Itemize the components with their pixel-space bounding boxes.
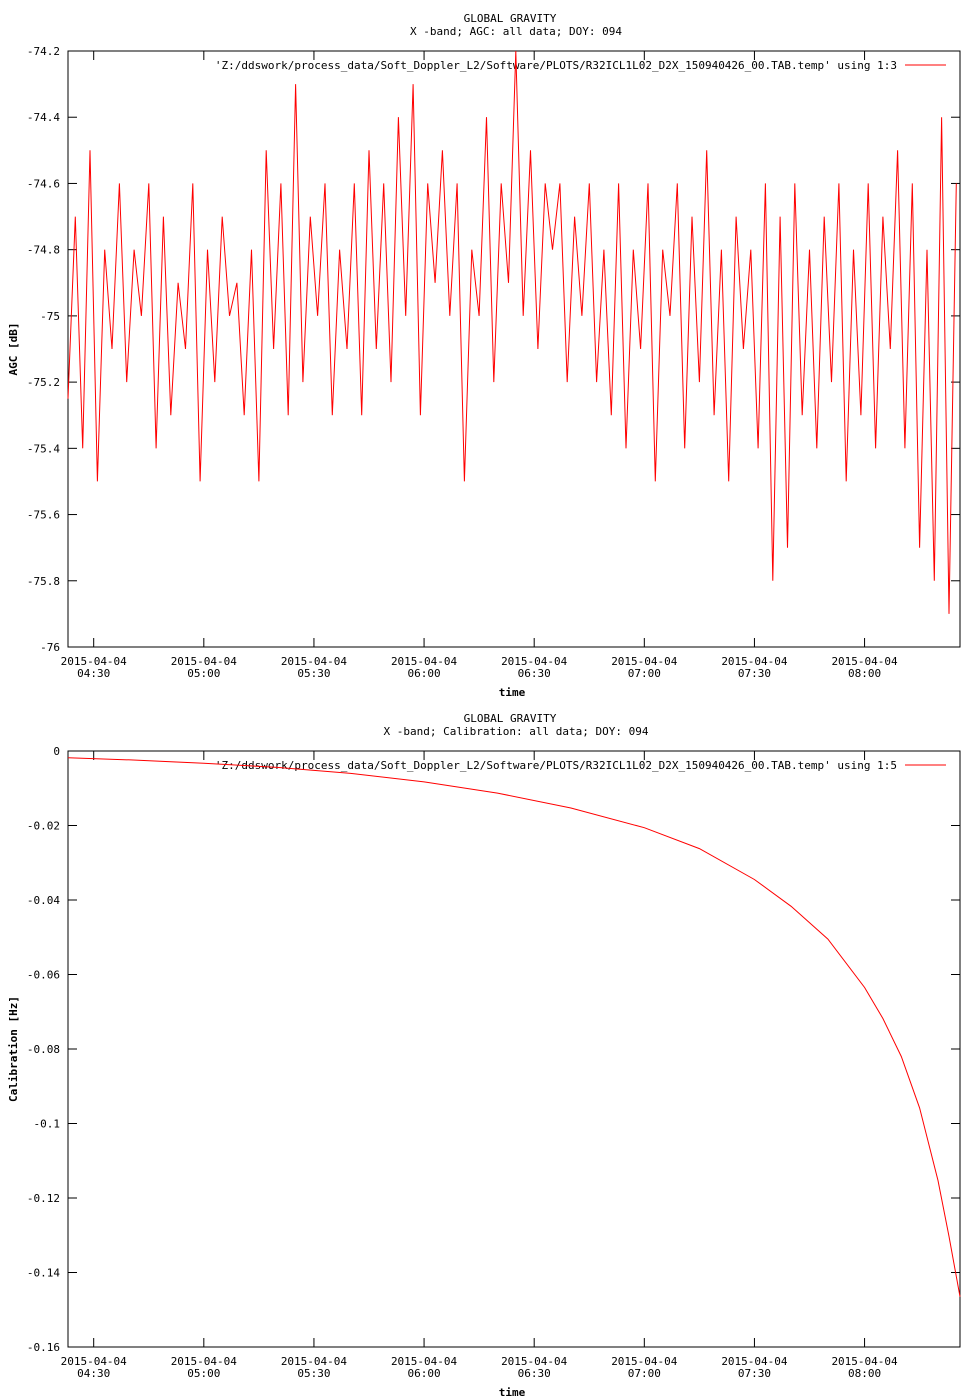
calibration-legend-label: 'Z:/ddswork/process_data/Soft_Doppler_L2… (215, 759, 897, 772)
agc-legend: 'Z:/ddswork/process_data/Soft_Doppler_L2… (215, 59, 946, 72)
agc-y-tick-label: -74.8 (27, 244, 60, 257)
agc-x-tick-date: 2015-04-04 (61, 655, 128, 668)
calibration-x-tick-date: 2015-04-04 (831, 1355, 898, 1368)
agc-y-tick-label: -76 (40, 641, 60, 654)
agc-x-tick-time: 07:30 (738, 667, 771, 680)
calibration-y-tick-label: -0.12 (27, 1192, 60, 1205)
agc-x-tick-time: 07:00 (628, 667, 661, 680)
calibration-x-tick-date: 2015-04-04 (61, 1355, 128, 1368)
agc-x-axis-label: time (499, 686, 526, 699)
agc-y-tick-label: -75.8 (27, 575, 60, 588)
calibration-chart-subtitle: X -band; Calibration: all data; DOY: 094 (384, 725, 649, 738)
calibration-series-line (67, 757, 961, 1297)
calibration-chart-title: GLOBAL GRAVITY (464, 712, 557, 725)
agc-x-tick-date: 2015-04-04 (391, 655, 458, 668)
agc-y-tick-label: -75 (40, 310, 60, 323)
calibration-y-tick-label: -0.08 (27, 1043, 60, 1056)
agc-y-tick-label: -75.4 (27, 442, 60, 455)
agc-y-tick-label: -74.6 (27, 177, 60, 190)
agc-y-tick-label: -75.6 (27, 509, 60, 522)
calibration-x-tick-date: 2015-04-04 (391, 1355, 458, 1368)
calibration-y-tick-label: -0.02 (27, 820, 60, 833)
calibration-x-axis-label: time (499, 1386, 526, 1399)
calibration-y-ticks: 0 -0.02 -0.04 -0.06 -0.08 -0.1 -0.12 -0.14 -0.16 (27, 745, 960, 1354)
agc-y-axis-label: AGC [dB] (7, 323, 20, 376)
calibration-x-tick-time: 06:30 (518, 1367, 551, 1380)
agc-y-tick-label: -75.2 (27, 376, 60, 389)
agc-x-tick-time: 06:30 (518, 667, 551, 680)
calibration-x-tick-date: 2015-04-04 (611, 1355, 678, 1368)
calibration-x-tick-time: 06:00 (408, 1367, 441, 1380)
calibration-y-tick-label: -0.14 (27, 1267, 60, 1280)
agc-series-line (67, 50, 957, 614)
calibration-chart: GLOBAL GRAVITY X -band; Calibration: all… (7, 712, 961, 1399)
calibration-y-tick-label: 0 (53, 745, 60, 758)
agc-x-tick-time: 06:00 (408, 667, 441, 680)
calibration-y-tick-label: -0.1 (34, 1118, 61, 1131)
calibration-x-tick-time: 07:30 (738, 1367, 771, 1380)
agc-x-tick-date: 2015-04-04 (721, 655, 788, 668)
calibration-x-tick-time: 05:30 (297, 1367, 330, 1380)
calibration-x-tick-date: 2015-04-04 (501, 1355, 568, 1368)
agc-x-tick-date: 2015-04-04 (171, 655, 238, 668)
agc-x-tick-date: 2015-04-04 (611, 655, 678, 668)
agc-x-tick-time: 05:30 (297, 667, 330, 680)
agc-x-tick-time: 08:00 (848, 667, 881, 680)
calibration-x-tick-date: 2015-04-04 (721, 1355, 788, 1368)
agc-x-tick-date: 2015-04-04 (831, 655, 898, 668)
calibration-x-tick-time: 04:30 (77, 1367, 110, 1380)
agc-legend-label: 'Z:/ddswork/process_data/Soft_Doppler_L2… (215, 59, 897, 72)
calibration-y-axis-label: Calibration [Hz] (7, 996, 20, 1102)
calibration-plot-frame (67, 750, 961, 1348)
agc-y-tick-label: -74.4 (27, 111, 60, 124)
calibration-y-tick-label: -0.04 (27, 894, 60, 907)
calibration-x-tick-date: 2015-04-04 (171, 1355, 238, 1368)
agc-plot-frame (67, 50, 961, 648)
agc-x-tick-date: 2015-04-04 (281, 655, 348, 668)
calibration-x-tick-date: 2015-04-04 (281, 1355, 348, 1368)
agc-chart-subtitle: X -band; AGC: all data; DOY: 094 (410, 25, 622, 38)
agc-y-tick-label: -74.2 (27, 45, 60, 58)
calibration-y-tick-label: -0.06 (27, 969, 60, 982)
calibration-x-tick-time: 05:00 (187, 1367, 220, 1380)
agc-x-ticks: 2015-04-0404:302015-04-0405:002015-04-04… (61, 51, 898, 680)
agc-x-tick-date: 2015-04-04 (501, 655, 568, 668)
agc-chart-title: GLOBAL GRAVITY (464, 12, 557, 25)
agc-x-tick-time: 05:00 (187, 667, 220, 680)
calibration-x-ticks: 2015-04-0404:302015-04-0405:002015-04-04… (61, 751, 898, 1380)
agc-chart: GLOBAL GRAVITY X -band; AGC: all data; D… (7, 12, 961, 699)
calibration-x-tick-time: 08:00 (848, 1367, 881, 1380)
calibration-x-tick-time: 07:00 (628, 1367, 661, 1380)
agc-x-tick-time: 04:30 (77, 667, 110, 680)
calibration-legend: 'Z:/ddswork/process_data/Soft_Doppler_L2… (215, 759, 946, 772)
calibration-y-tick-label: -0.16 (27, 1341, 60, 1354)
